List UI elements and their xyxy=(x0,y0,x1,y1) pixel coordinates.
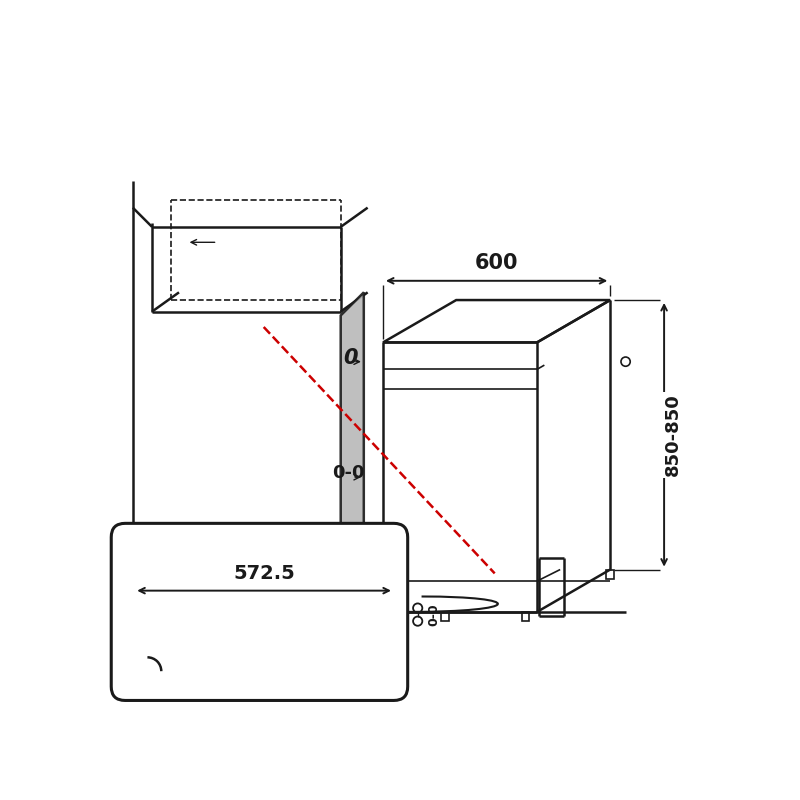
Bar xyxy=(522,612,530,621)
Text: 48: 48 xyxy=(354,606,378,623)
Bar xyxy=(606,570,614,578)
Bar xyxy=(390,612,398,621)
Polygon shape xyxy=(341,292,364,604)
Text: 120: 120 xyxy=(310,550,351,569)
Text: 600: 600 xyxy=(475,253,518,273)
Bar xyxy=(441,612,449,621)
Text: 0-0: 0-0 xyxy=(427,603,440,626)
Text: 0: 0 xyxy=(343,348,358,368)
Text: 572.5: 572.5 xyxy=(234,564,295,583)
FancyBboxPatch shape xyxy=(111,523,408,701)
Text: 0-0: 0-0 xyxy=(332,464,365,482)
Text: 850-850: 850-850 xyxy=(664,394,682,476)
